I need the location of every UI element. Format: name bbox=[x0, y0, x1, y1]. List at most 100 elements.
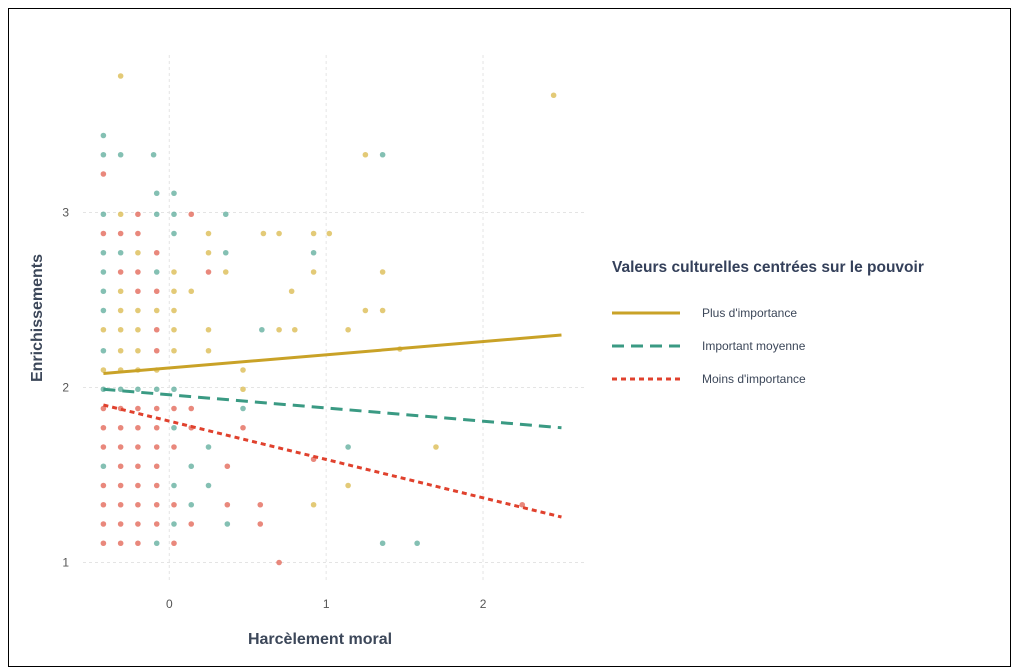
legend-label: Important moyenne bbox=[702, 339, 806, 353]
data-point bbox=[257, 501, 264, 508]
y-tick-label: 1 bbox=[62, 556, 69, 570]
data-point bbox=[291, 326, 298, 333]
data-point bbox=[153, 540, 160, 547]
data-point bbox=[153, 307, 160, 314]
data-point bbox=[240, 386, 246, 393]
x-axis-title: Harcèlement moral bbox=[248, 631, 392, 648]
data-point bbox=[379, 269, 386, 275]
data-point bbox=[171, 501, 177, 508]
data-point bbox=[222, 249, 229, 256]
regression-lines bbox=[103, 333, 562, 519]
data-point bbox=[260, 230, 267, 237]
data-point bbox=[205, 269, 212, 275]
data-point bbox=[171, 482, 177, 489]
data-point bbox=[153, 347, 160, 354]
data-point bbox=[205, 326, 212, 333]
data-point bbox=[117, 73, 124, 79]
data-point bbox=[188, 405, 195, 412]
data-point bbox=[310, 269, 317, 275]
data-point bbox=[171, 307, 177, 314]
data-point bbox=[205, 482, 212, 489]
data-point bbox=[100, 132, 107, 139]
data-point bbox=[171, 269, 177, 275]
data-point bbox=[153, 288, 160, 295]
data-point bbox=[379, 151, 386, 158]
series-line bbox=[103, 403, 562, 519]
data-point bbox=[100, 211, 107, 218]
data-point bbox=[135, 444, 141, 450]
data-point bbox=[362, 307, 369, 314]
data-points bbox=[100, 73, 557, 566]
series-line bbox=[103, 333, 562, 375]
data-point bbox=[310, 230, 317, 237]
data-point bbox=[379, 307, 386, 314]
data-point bbox=[310, 501, 317, 508]
data-point bbox=[100, 269, 107, 275]
data-point bbox=[205, 249, 212, 256]
series-line bbox=[103, 387, 562, 430]
data-point bbox=[135, 424, 141, 431]
data-point bbox=[117, 424, 124, 431]
data-point bbox=[153, 269, 160, 275]
data-point bbox=[345, 482, 351, 489]
data-point bbox=[153, 444, 160, 450]
data-point bbox=[224, 521, 231, 527]
x-tick-label: 0 bbox=[166, 597, 173, 611]
data-point bbox=[117, 501, 124, 508]
data-point bbox=[153, 424, 160, 431]
data-point bbox=[135, 326, 141, 333]
data-point bbox=[153, 386, 160, 393]
data-point bbox=[135, 501, 141, 508]
data-point bbox=[171, 326, 177, 333]
data-point bbox=[100, 501, 107, 508]
data-point bbox=[276, 559, 282, 566]
data-point bbox=[100, 249, 107, 256]
data-point bbox=[117, 211, 124, 218]
data-point bbox=[135, 405, 141, 412]
data-point bbox=[257, 521, 264, 527]
data-point bbox=[171, 405, 177, 412]
data-point bbox=[100, 347, 107, 354]
data-point bbox=[188, 211, 195, 218]
legend-entries: Plus d'importance Important moyenne Moins … bbox=[612, 306, 806, 386]
data-point bbox=[117, 249, 124, 256]
data-point bbox=[550, 92, 557, 99]
data-point bbox=[150, 151, 157, 158]
data-point bbox=[240, 405, 246, 412]
data-point bbox=[117, 482, 124, 489]
data-point bbox=[153, 501, 160, 508]
data-point bbox=[135, 347, 141, 354]
data-point bbox=[135, 307, 141, 314]
data-point bbox=[276, 230, 282, 237]
data-point bbox=[414, 540, 420, 547]
data-point bbox=[433, 444, 439, 450]
data-point bbox=[100, 424, 107, 431]
data-point bbox=[276, 326, 282, 333]
data-point bbox=[171, 211, 177, 218]
data-point bbox=[117, 326, 124, 333]
data-point bbox=[100, 367, 107, 373]
data-point bbox=[288, 288, 295, 295]
data-point bbox=[224, 501, 231, 508]
legend-title: Valeurs culturelles centrées sur le pouv… bbox=[612, 259, 924, 276]
data-point bbox=[135, 386, 141, 393]
data-point bbox=[171, 190, 177, 197]
y-tick-label: 3 bbox=[62, 206, 69, 220]
data-point bbox=[171, 540, 177, 547]
data-point bbox=[100, 405, 107, 412]
data-point bbox=[100, 444, 107, 450]
legend-label: Plus d'importance bbox=[702, 306, 797, 320]
data-point bbox=[171, 521, 177, 527]
x-tick-label: 1 bbox=[323, 597, 330, 611]
data-point bbox=[153, 482, 160, 489]
data-point bbox=[100, 307, 107, 314]
x-tick-label: 2 bbox=[480, 597, 487, 611]
data-point bbox=[153, 463, 160, 470]
data-point bbox=[100, 230, 107, 237]
data-point bbox=[205, 230, 212, 237]
data-point bbox=[240, 424, 246, 431]
data-point bbox=[117, 463, 124, 470]
data-point bbox=[135, 288, 141, 295]
data-point bbox=[153, 521, 160, 527]
